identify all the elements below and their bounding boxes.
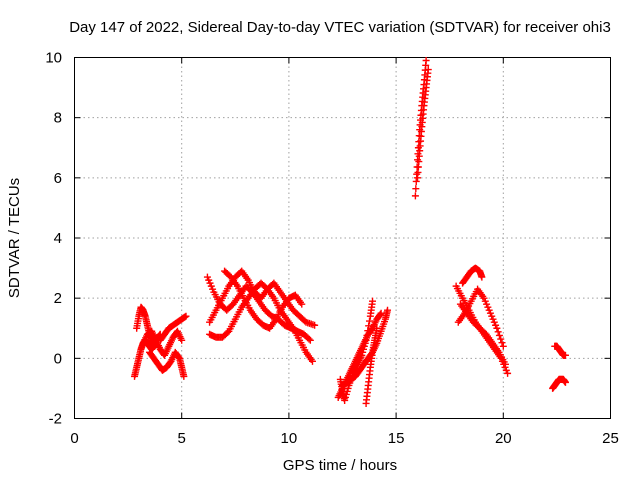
data-point: [424, 66, 432, 74]
data-point: [373, 324, 381, 332]
x-tick-label: 20: [495, 430, 512, 447]
data-point: [422, 57, 430, 65]
data-point: [298, 300, 306, 308]
data-point-interp: [366, 317, 374, 325]
y-tick-label: -2: [49, 411, 62, 428]
y-axis-label: SDTVAR / TECUs: [6, 178, 23, 298]
x-tick-label: 25: [602, 430, 619, 447]
y-tick-label: 6: [54, 170, 62, 187]
series-arc-22.3-22.9: [549, 375, 569, 392]
data-point-interp: [412, 185, 420, 193]
data-point: [182, 312, 190, 320]
data-point-interp: [376, 310, 384, 318]
y-tick-labels: -2 0 2 4 6 8 10: [45, 50, 62, 428]
series-arc-13.6-14.1: [362, 324, 381, 407]
series-arc-16-16.5: [414, 66, 432, 182]
y-tick-label: 10: [45, 50, 62, 67]
series-arc-3.5-5.1: [146, 348, 188, 380]
data-point: [384, 306, 392, 314]
x-axis-label: GPS time / hours: [283, 457, 397, 474]
series-arc-17.9-20: [454, 285, 507, 350]
data-point-interp: [498, 339, 506, 347]
data-point: [311, 321, 319, 329]
data-point: [369, 297, 377, 305]
data-point-interp: [495, 331, 503, 339]
data-marks: [131, 57, 569, 407]
data-point: [561, 378, 569, 386]
data-point: [411, 192, 419, 200]
series-arc-18.1-19: [459, 264, 486, 287]
y-tick-label: 2: [54, 290, 62, 307]
data-point: [178, 336, 186, 344]
data-point-interp: [494, 328, 502, 336]
series-arc-12.4-13.9: [336, 297, 377, 404]
x-tick-label: 10: [281, 430, 298, 447]
x-tick-label: 15: [388, 430, 405, 447]
data-point: [362, 336, 370, 344]
y-tick-label: 4: [54, 230, 62, 247]
x-tick-label: 0: [70, 430, 78, 447]
data-point: [561, 351, 569, 359]
x-tick-labels: 0 5 10 15 20 25: [70, 430, 619, 447]
data-point: [501, 360, 509, 368]
series-arc-18-20.1: [456, 300, 509, 368]
data-point: [478, 273, 486, 281]
data-point-interp: [497, 335, 505, 343]
series-arc-3.2-5: [139, 327, 186, 359]
plot-frame: [74, 57, 611, 419]
data-point-interp: [305, 335, 313, 343]
data-point-interp: [363, 331, 371, 339]
series-arc-6.3-11.1: [206, 279, 316, 365]
y-tick-label: 0: [54, 350, 62, 367]
chart-title: Day 147 of 2022, Sidereal Day-to-day VTE…: [69, 19, 611, 36]
data-point: [306, 336, 314, 344]
grid-lines: [74, 57, 611, 419]
data-point-interp: [364, 327, 372, 335]
data-point: [499, 342, 507, 350]
data-point: [180, 372, 188, 380]
data-point: [493, 324, 501, 332]
series-arc-7-10.6: [221, 267, 306, 332]
x-tick-label: 5: [178, 430, 186, 447]
series-arc-4-5.2: [156, 312, 190, 344]
data-point: [308, 357, 316, 365]
data-point-interp: [224, 328, 232, 336]
data-point-interp: [412, 177, 420, 185]
series-arc-22.4-22.9: [551, 342, 569, 359]
data-point: [504, 369, 512, 377]
y-tick-label: 8: [54, 110, 62, 127]
data-point-interp: [365, 322, 373, 330]
